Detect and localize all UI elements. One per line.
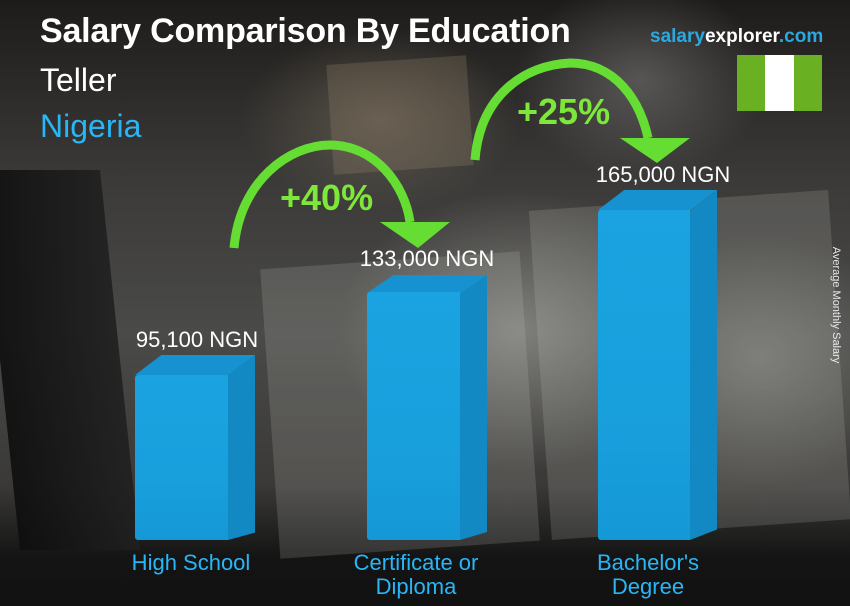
job-title: Teller [40,62,117,98]
brand-logo[interactable]: salaryexplorer.com [650,26,823,48]
category-label-line: Bachelor's [596,550,700,575]
brand-part-salary: salary [650,26,705,47]
percent-change-label-1: +40% [280,177,374,218]
percent-change-label-2: +25% [517,91,611,132]
category-label-line: Diploma [375,574,457,599]
value-label-bachelors-degree: 165,000 NGN [595,162,731,187]
category-label-high-school: High School [132,551,251,575]
value-label-certificate-diploma: 133,000 NGN [359,246,495,271]
category-label-certificate-diploma: Certificate or Diploma [354,551,479,599]
brand-part-explorer: explorer [704,26,779,47]
category-label-bachelors-degree: Bachelor's Degree [597,551,699,599]
value-label-high-school: 95,100 NGN [135,327,259,352]
brand-part-domain: .com [778,26,824,47]
category-label-line: Degree [611,574,685,599]
nigeria-flag-icon [737,55,822,111]
country-label: Nigeria [40,108,142,144]
page-title: Salary Comparison By Education [40,12,571,50]
category-label-line: Certificate or [353,550,479,575]
curved-arrow-icon [229,140,450,249]
category-label-line: High School [131,550,251,575]
curved-arrow-icon [470,58,690,163]
